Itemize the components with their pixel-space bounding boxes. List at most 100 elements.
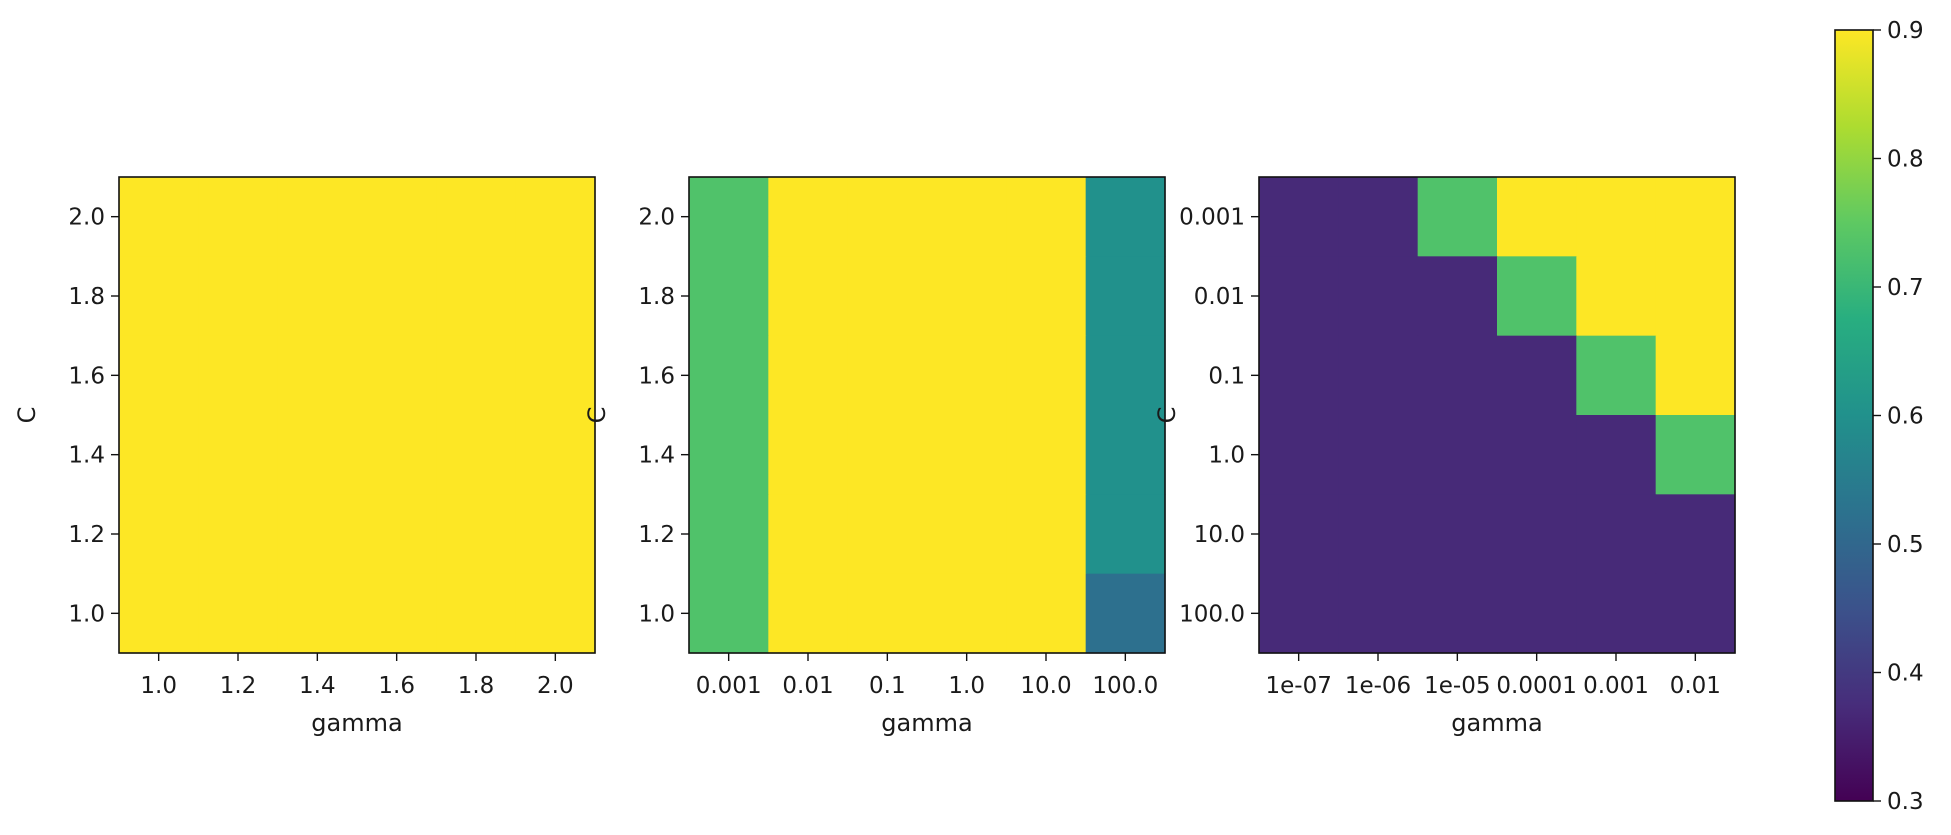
heatmap-cell — [515, 415, 596, 495]
heatmap-cell — [1576, 256, 1657, 337]
heatmap-cell — [1259, 573, 1339, 654]
heatmap-cell — [1259, 335, 1339, 416]
heatmap-cell — [689, 494, 769, 575]
heatmap-panel-3: 1e-07 1e-06 1e-05 0.0001 0.001 0.01 100.0 10.0 1… — [1153, 176, 1736, 737]
y-tick-label: 10.0 — [1194, 522, 1245, 548]
x-tick-label: 0.0001 — [1496, 673, 1576, 699]
x-tick-label: 1.2 — [220, 673, 257, 699]
heatmap-cell — [277, 494, 358, 575]
heatmap-cell — [1417, 573, 1498, 654]
heatmap-cell — [1497, 256, 1577, 337]
heatmap-cell — [1655, 256, 1736, 337]
x-tick-label: 1e-07 — [1265, 673, 1331, 699]
heatmap-cell — [515, 573, 596, 654]
x-tick-label: 10.0 — [1020, 673, 1071, 699]
heatmap-cell — [1417, 335, 1498, 416]
heatmap-cell — [1006, 415, 1087, 495]
heatmap-cell — [1576, 335, 1657, 416]
heatmap-cell — [357, 494, 437, 575]
heatmap-cell — [1576, 415, 1657, 495]
y-tick-label: 1.0 — [638, 601, 675, 627]
heatmap-cell — [847, 494, 928, 575]
x-tick-label: 1.8 — [458, 673, 495, 699]
heatmap-cell — [277, 415, 358, 495]
heatmap-cell — [1085, 256, 1166, 337]
y-tick-label: 0.1 — [1208, 363, 1245, 389]
x-tick-label: 1.0 — [140, 673, 177, 699]
heatmap-cell — [927, 256, 1007, 337]
heatmap-cell — [357, 415, 437, 495]
heatmap-cell — [119, 177, 199, 257]
x-tick-label: 1.6 — [378, 673, 415, 699]
heatmap-cell — [1006, 494, 1087, 575]
y-axis-label: C — [1153, 407, 1181, 424]
heatmap-cell — [1259, 177, 1339, 257]
x-axis-label: gamma — [881, 709, 972, 737]
heatmap-cell — [1085, 335, 1166, 416]
heatmap-cell — [436, 415, 517, 495]
x-tick-label: 100.0 — [1092, 673, 1158, 699]
heatmap-cell — [768, 256, 849, 337]
heatmap-cell — [198, 573, 279, 654]
heatmap-cell — [768, 415, 849, 495]
x-tick-label: 1e-05 — [1424, 673, 1490, 699]
heatmap-cell — [119, 256, 199, 337]
heatmap-cell — [1085, 573, 1166, 654]
heatmap-cell — [1338, 335, 1419, 416]
heatmap-cell — [1006, 177, 1087, 257]
heatmap-cell — [847, 335, 928, 416]
heatmap-cell — [1085, 494, 1166, 575]
heatmap-cell — [689, 335, 769, 416]
colorbar-tick-label: 0.3 — [1887, 789, 1924, 815]
heatmap-cell — [1338, 256, 1419, 337]
heatmap-cell — [1085, 177, 1166, 257]
heatmap-cell — [1417, 494, 1498, 575]
heatmap-cell — [1338, 177, 1419, 257]
y-tick-label: 1.8 — [68, 284, 105, 310]
heatmap-cell — [515, 177, 596, 257]
heatmap-cell — [1576, 177, 1657, 257]
heatmap-cell — [1259, 494, 1339, 575]
heatmap-cell — [1497, 494, 1577, 575]
heatmap-cell — [689, 573, 769, 654]
y-axis-label: C — [583, 407, 611, 424]
heatmap-panel-1: 1.0 1.2 1.4 1.6 1.8 2.0 1.0 1.2 1.4 1.6 1.8 2.0 gamm… — [13, 176, 596, 737]
colorbar-tick-label: 0.9 — [1887, 18, 1924, 44]
heatmap-panels: 1.0 1.2 1.4 1.6 1.8 2.0 1.0 1.2 1.4 1.6 1.8 2.0 gamm… — [13, 176, 1736, 737]
heatmap-cell — [1655, 335, 1736, 416]
y-tick-label: 1.0 — [1208, 443, 1245, 469]
heatmap-cell — [1338, 494, 1419, 575]
heatmap-panel-2: 0.001 0.01 0.1 1.0 10.0 100.0 1.0 1.2 1.4 1.6 1.8 2… — [583, 176, 1166, 737]
colorbar-tick-label: 0.7 — [1887, 275, 1924, 301]
heatmap-cell — [515, 256, 596, 337]
heatmap-cell — [277, 177, 358, 257]
heatmap-cell — [689, 177, 769, 257]
heatmap-cell — [357, 335, 437, 416]
heatmap-cell — [1006, 335, 1087, 416]
axes-frame — [688, 176, 1166, 654]
y-tick-label: 2.0 — [638, 205, 675, 231]
axes-frame — [118, 176, 596, 654]
heatmap-cell — [1006, 573, 1087, 654]
heatmap-cell — [1655, 415, 1736, 495]
heatmap-cell — [357, 256, 437, 337]
colorbar-tick-label: 0.6 — [1887, 404, 1924, 430]
x-tick-label: 2.0 — [537, 673, 574, 699]
heatmap-cell — [436, 335, 517, 416]
heatmap-cell — [1497, 335, 1577, 416]
heatmap-cell — [119, 415, 199, 495]
heatmap-cell — [768, 177, 849, 257]
y-tick-label: 1.6 — [68, 363, 105, 389]
heatmap-cell — [515, 335, 596, 416]
colorbar-tick-label: 0.8 — [1887, 147, 1924, 173]
heatmap-cell — [277, 335, 358, 416]
y-tick-label: 100.0 — [1179, 601, 1245, 627]
heatmap-cell — [847, 177, 928, 257]
x-tick-label: 0.001 — [696, 673, 762, 699]
y-tick-label: 2.0 — [68, 205, 105, 231]
heatmap-cell — [927, 415, 1007, 495]
x-tick-label: 0.01 — [1670, 673, 1721, 699]
y-tick-label: 1.8 — [638, 284, 675, 310]
x-axis-label: gamma — [311, 709, 402, 737]
